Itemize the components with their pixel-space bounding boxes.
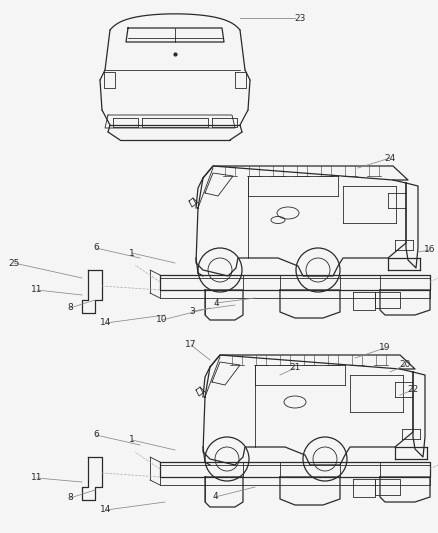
Text: 10: 10	[156, 316, 167, 325]
Text: 16: 16	[423, 246, 435, 254]
Text: 23: 23	[293, 13, 305, 22]
Text: 17: 17	[185, 341, 196, 350]
Text: 19: 19	[378, 343, 390, 352]
Text: 1: 1	[129, 248, 134, 257]
Text: 22: 22	[406, 385, 418, 394]
Text: 4: 4	[213, 298, 218, 308]
Text: 24: 24	[384, 154, 395, 163]
Text: 8: 8	[67, 303, 73, 312]
Text: 11: 11	[31, 286, 42, 295]
Text: 14: 14	[100, 505, 111, 514]
Text: 21: 21	[289, 364, 300, 373]
Text: 14: 14	[100, 319, 111, 327]
Text: 8: 8	[67, 494, 73, 503]
Text: 25: 25	[8, 259, 20, 268]
Text: 6: 6	[93, 244, 99, 253]
Text: 11: 11	[31, 473, 42, 482]
Text: 1: 1	[129, 435, 134, 445]
Text: 4: 4	[212, 492, 217, 502]
Text: 6: 6	[93, 431, 99, 440]
Text: 3: 3	[189, 306, 194, 316]
Text: 20: 20	[399, 360, 410, 369]
